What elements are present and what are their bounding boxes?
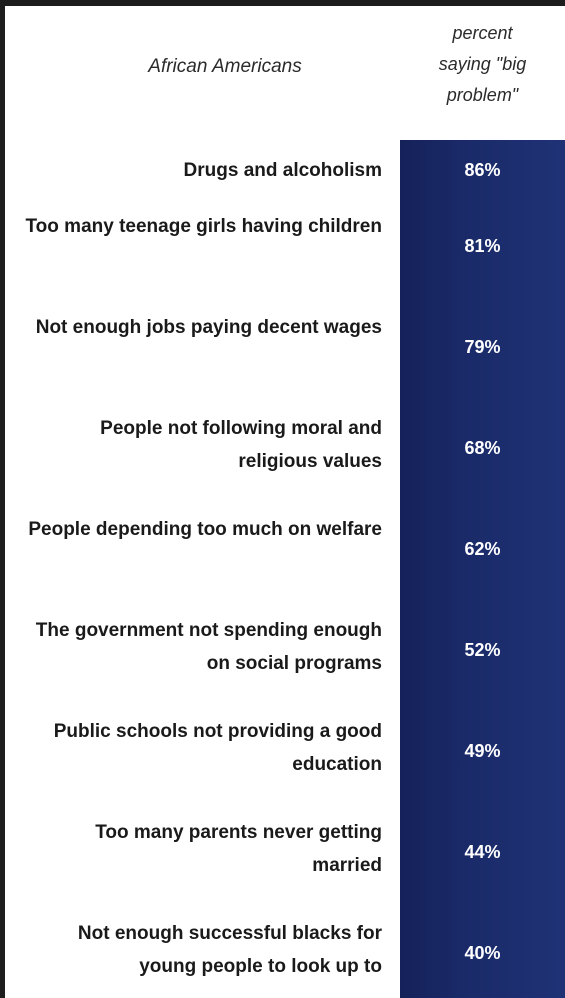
row-label: Drugs and alcoholism	[183, 160, 382, 181]
row-value: 68%	[464, 438, 501, 458]
row-label: The government not spending enough on so…	[35, 620, 382, 674]
row-value: 79%	[464, 337, 501, 357]
left-border	[0, 0, 5, 998]
row-label: Too many parents never getting married	[95, 822, 382, 876]
row-value: 40%	[464, 943, 501, 963]
row-label: People depending too much on welfare	[28, 519, 382, 540]
row-label: Too many teenage girls having children	[25, 216, 382, 237]
value-column-header: percent saying "big problem"	[438, 23, 527, 105]
row-label: People not following moral and religious…	[100, 418, 382, 472]
row-value: 81%	[464, 236, 501, 256]
row-value: 52%	[464, 640, 501, 660]
group-label: African Americans	[148, 56, 302, 77]
row-label: Not enough successful blacks for young p…	[77, 923, 382, 977]
row-value: 49%	[464, 741, 501, 761]
row-value: 62%	[464, 539, 501, 559]
value-column-background	[400, 140, 565, 998]
row-value: 44%	[464, 842, 501, 862]
row-label: Public schools not providing a good educ…	[53, 721, 382, 775]
row-label: Not enough jobs paying decent wages	[35, 317, 382, 338]
row-value: 86%	[464, 160, 501, 180]
top-border	[0, 0, 565, 6]
